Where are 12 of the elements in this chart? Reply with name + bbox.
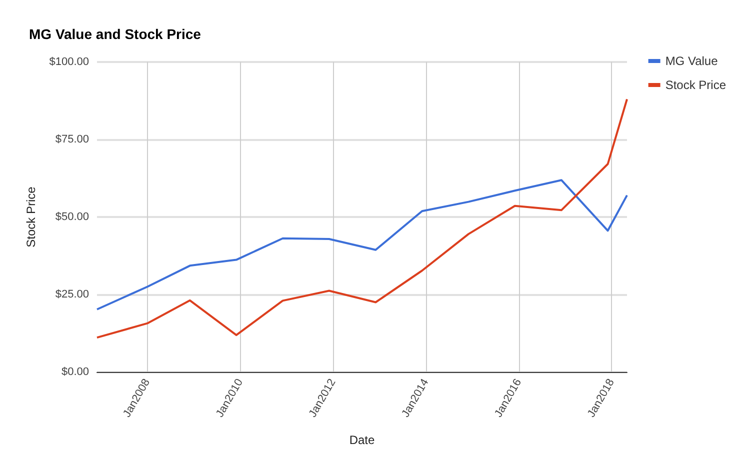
y-tick-label: $75.00 bbox=[55, 134, 89, 146]
x-axis-title: Date bbox=[349, 433, 375, 447]
line-series bbox=[96, 98, 628, 339]
y-tick-label: $0.00 bbox=[61, 366, 89, 378]
legend-label: MG Value bbox=[665, 54, 718, 68]
y-tick-label: $25.00 bbox=[55, 288, 89, 300]
y-axis-title: Stock Price bbox=[24, 186, 38, 248]
y-tick-label: $100.00 bbox=[49, 56, 89, 68]
y-tick-label: $50.00 bbox=[55, 211, 89, 223]
line-series bbox=[96, 179, 628, 310]
chart-title: MG Value and Stock Price bbox=[29, 26, 202, 42]
legend-label: Stock Price bbox=[665, 78, 726, 92]
